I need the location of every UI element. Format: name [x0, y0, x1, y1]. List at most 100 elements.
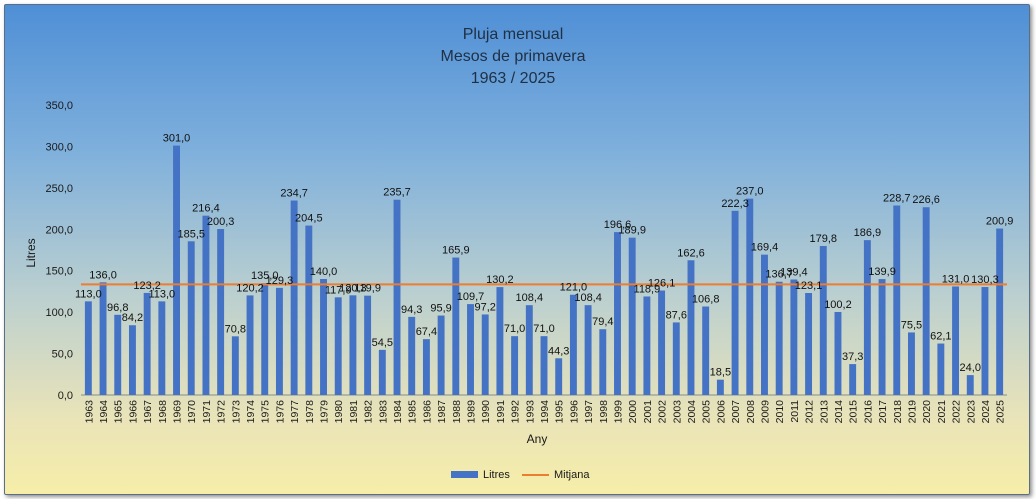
data-label: 123,1	[795, 280, 823, 292]
chart-canvas: Pluja mensual Mesos de primavera 1963 / …	[24, 26, 1013, 481]
bar	[893, 205, 901, 395]
x-tick-label: 2022	[951, 400, 963, 424]
x-tick-label: 1963	[83, 400, 95, 424]
bar	[511, 336, 519, 395]
x-tick-label: 1987	[436, 400, 448, 424]
x-tick-label: 2025	[995, 400, 1007, 424]
data-label: 189,9	[618, 225, 646, 237]
data-label: 139,4	[780, 266, 808, 278]
x-tick-label: 1985	[407, 400, 419, 424]
bar	[687, 260, 695, 395]
bar	[261, 283, 269, 395]
x-tick-label: 1999	[612, 400, 624, 424]
data-label: 117,9	[325, 284, 352, 296]
legend-label-litres: Litres	[483, 469, 510, 481]
x-tick-label: 1980	[333, 400, 345, 424]
data-label: 126,1	[648, 278, 676, 290]
bar	[540, 336, 548, 395]
x-tick-label: 2005	[701, 400, 713, 424]
data-label: 97,2	[474, 301, 495, 313]
data-label: 37,3	[842, 351, 863, 363]
chart-title: Pluja mensual Mesos de primavera 1963 / …	[441, 26, 586, 87]
chart-title-line-2: Mesos de primavera	[441, 48, 586, 65]
x-tick-label: 2011	[789, 400, 801, 423]
data-labels: 113,0136,096,884,2123,2113,0301,0185,521…	[75, 133, 1013, 379]
data-label: 121,0	[560, 282, 588, 294]
x-tick-label: 1995	[554, 400, 566, 424]
x-axis-title: Any	[527, 432, 548, 446]
x-tick-label: 2018	[892, 400, 904, 424]
bar	[908, 332, 915, 395]
x-tick-label: 2015	[848, 400, 860, 424]
data-label: 71,0	[504, 323, 525, 335]
bar	[408, 316, 416, 395]
bar	[246, 295, 254, 395]
x-tick-label: 2016	[862, 400, 874, 424]
data-label: 139,9	[868, 266, 896, 278]
x-tick-label: 1992	[510, 400, 522, 424]
x-tick-label: 2017	[877, 400, 889, 424]
x-tick-label: 2008	[745, 400, 757, 424]
data-label: 94,3	[401, 304, 422, 316]
bar	[716, 379, 724, 395]
x-tick-label: 1991	[495, 400, 507, 424]
bar	[746, 198, 754, 395]
data-label: 79,4	[592, 316, 613, 328]
bar	[114, 314, 122, 395]
bar	[599, 329, 607, 395]
data-label: 185,5	[177, 228, 205, 240]
x-tick-label: 2003	[671, 400, 683, 424]
data-label: 165,9	[442, 245, 470, 257]
data-label: 162,6	[677, 247, 705, 259]
x-tick-label: 1973	[230, 400, 242, 424]
bar	[217, 229, 225, 395]
x-tick-label: 1990	[480, 400, 492, 424]
bar	[966, 375, 974, 395]
x-tick-label: 2012	[804, 400, 816, 424]
data-label: 235,7	[383, 187, 411, 199]
x-tick-label: 1972	[216, 400, 228, 424]
bar	[158, 301, 166, 395]
y-tick-label: 150,0	[45, 266, 73, 278]
bar	[643, 296, 651, 395]
bar	[231, 336, 239, 395]
bar	[84, 301, 92, 395]
bar	[393, 199, 401, 395]
data-label: 118,9	[634, 283, 661, 295]
data-label: 204,5	[295, 213, 323, 225]
y-axis-ticks: 0,0 50,0 100,0 150,0 200,0 250,0 300,0 350,0	[45, 100, 73, 402]
bar	[349, 295, 357, 395]
x-tick-label: 1989	[466, 400, 478, 424]
data-label: 234,7	[280, 188, 308, 200]
data-label: 130,3	[971, 274, 999, 286]
x-tick-label: 1967	[142, 400, 154, 424]
bar	[834, 311, 842, 395]
x-tick-label: 1993	[524, 400, 536, 424]
data-label: 120,3	[339, 282, 367, 294]
data-label: 140,0	[310, 266, 338, 278]
bar	[99, 282, 107, 395]
bar	[628, 237, 636, 395]
y-axis-title: Litres	[24, 238, 38, 267]
bar	[922, 207, 930, 395]
bar	[761, 254, 768, 395]
y-tick-label: 350,0	[45, 100, 73, 112]
data-label: 75,5	[901, 319, 922, 331]
data-label: 186,9	[854, 227, 882, 239]
bar	[467, 304, 474, 395]
data-label: 136,7	[765, 269, 793, 281]
bar	[775, 281, 783, 395]
data-label: 130,2	[486, 274, 514, 286]
y-tick-label: 50,0	[52, 349, 73, 361]
data-label: 237,0	[736, 186, 764, 198]
data-label: 301,0	[163, 133, 191, 145]
bar	[275, 287, 283, 395]
chart-title-line-3: 1963 / 2025	[471, 70, 556, 87]
data-label: 226,6	[912, 194, 940, 206]
data-label: 113,0	[148, 288, 175, 300]
x-tick-label: 1975	[260, 400, 272, 424]
x-tick-label: 1996	[568, 400, 580, 424]
bar	[569, 294, 577, 395]
x-tick-label: 1979	[319, 400, 331, 424]
bar	[320, 279, 327, 395]
